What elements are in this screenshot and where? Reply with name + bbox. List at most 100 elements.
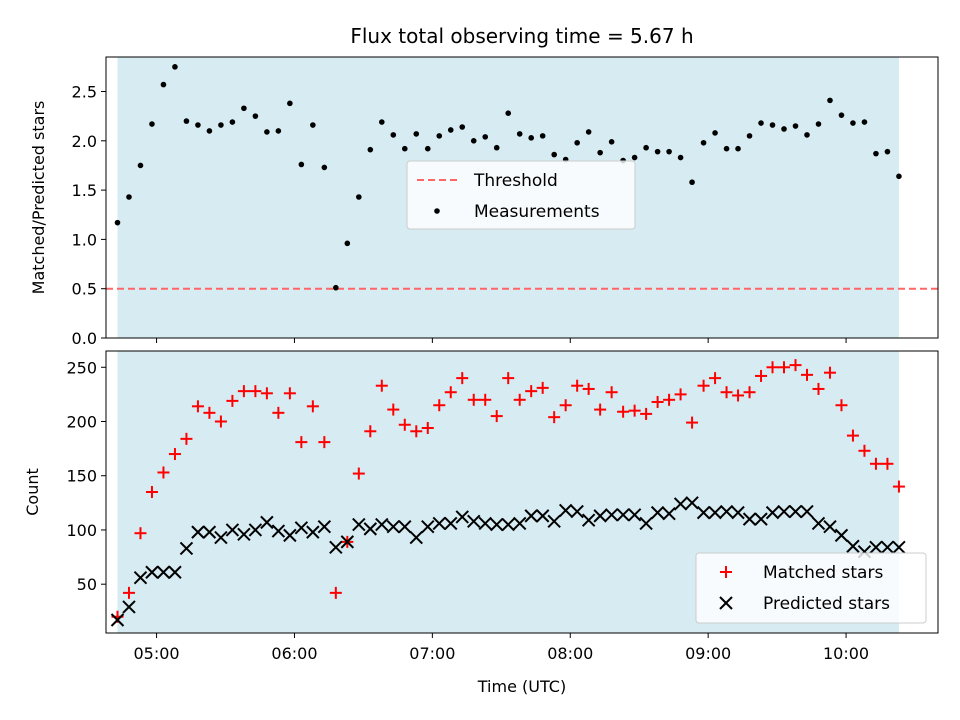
predicted-star-point xyxy=(616,508,630,522)
matched-star-point xyxy=(525,385,538,398)
predicted-star-point xyxy=(375,517,389,532)
predicted-star-point xyxy=(742,512,757,526)
matched-star-point xyxy=(789,359,802,372)
chart-title: Flux total observing time = 5.67 h xyxy=(350,24,693,48)
matched-star-point xyxy=(214,415,227,428)
predicted-star-point xyxy=(696,505,711,520)
predicted-star-point xyxy=(363,522,378,536)
matched-star-point xyxy=(559,399,572,412)
matched-star-point xyxy=(433,399,446,412)
measurement-point xyxy=(723,145,730,152)
measurement-point xyxy=(482,134,489,140)
legend-box xyxy=(406,160,636,230)
matched-star-point xyxy=(697,379,710,392)
measurement-point xyxy=(666,148,672,155)
predicted-star-point xyxy=(604,508,619,522)
measurement-point xyxy=(252,113,259,119)
predicted-star-point xyxy=(467,514,481,528)
y-tick-label: 1.0 xyxy=(72,230,97,249)
predicted-star-point xyxy=(811,516,826,531)
measurement-point xyxy=(413,131,420,137)
measurement-point xyxy=(528,135,534,141)
measurement-point xyxy=(597,149,603,156)
legend-matched-swatch xyxy=(720,566,732,578)
matched-star-point xyxy=(180,432,193,445)
predicted-star-point xyxy=(398,520,412,534)
matched-star-point xyxy=(835,399,848,412)
measurement-point xyxy=(631,154,638,161)
measurement-point xyxy=(310,122,316,128)
x-axis-ticks xyxy=(156,338,847,343)
measurement-point xyxy=(137,162,144,169)
measurement-point xyxy=(241,105,247,112)
measurement-point xyxy=(815,121,822,127)
predicted-star-point xyxy=(478,516,492,531)
y-tick-label: 50 xyxy=(77,575,97,594)
predicted-star-point xyxy=(501,517,515,532)
matched-star-point xyxy=(364,425,377,438)
matched-star-point xyxy=(571,379,584,392)
measurement-point xyxy=(735,145,741,152)
matched-star-point xyxy=(536,381,549,394)
matched-star-point xyxy=(605,386,618,399)
matched-star-point xyxy=(283,387,296,400)
matched-star-point xyxy=(651,395,664,408)
measurement-point xyxy=(390,132,397,138)
matched-star-point xyxy=(249,385,262,398)
y-tick-label: 0.5 xyxy=(72,280,97,299)
predicted-star-point xyxy=(765,505,780,520)
x-tick-label: 05:00 xyxy=(134,644,180,663)
predicted-star-point xyxy=(731,505,745,520)
measurement-point xyxy=(712,130,718,136)
measurement-point xyxy=(493,144,500,151)
y-tick-label: 250 xyxy=(66,358,97,377)
measurement-point xyxy=(861,119,868,125)
x-tick-label: 06:00 xyxy=(271,644,317,663)
predicted-star-point xyxy=(685,496,699,510)
measurement-point xyxy=(287,100,293,107)
measurement-point xyxy=(401,145,408,152)
matched-star-point xyxy=(686,416,699,429)
measurement-point xyxy=(574,139,580,146)
y-axis-ticks: 0.0 0.5 1.0 1.5 2.0 2.5 xyxy=(72,83,106,348)
matched-star-point xyxy=(467,393,480,406)
predicted-star-point xyxy=(283,528,297,543)
predicted-star-point xyxy=(386,520,400,534)
predicted-star-point xyxy=(179,541,194,556)
matched-star-point xyxy=(329,586,342,599)
matched-star-point xyxy=(295,436,308,449)
matched-star-point xyxy=(479,393,492,406)
matched-star-point xyxy=(502,372,515,385)
measurement-point xyxy=(447,127,454,133)
plot-frame xyxy=(105,56,939,339)
predicted-star-point xyxy=(662,506,676,521)
predicted-star-point xyxy=(535,509,550,523)
ratio-panel: Flux total observing time = 5.67 h 0.00.… xyxy=(29,24,939,348)
measurement-point xyxy=(126,194,132,200)
matched-star-point xyxy=(800,368,813,381)
matched-star-point xyxy=(628,404,641,417)
measurement-point xyxy=(769,122,776,128)
measurement-point xyxy=(700,139,707,146)
predicted-star-point xyxy=(754,512,768,526)
predicted-star-point xyxy=(880,540,895,555)
measurement-point xyxy=(470,138,477,144)
matched-star-point xyxy=(203,406,216,419)
measurement-point xyxy=(516,131,523,137)
matched-star-point xyxy=(122,586,135,599)
measurement-point xyxy=(172,64,178,70)
matched-star-point xyxy=(869,457,882,470)
x-axis-label: Time (UTC) xyxy=(477,677,566,696)
measurement-point xyxy=(436,133,443,139)
predicted-star-point xyxy=(294,521,309,535)
x-tick-label: 10:00 xyxy=(823,644,869,663)
y-tick-label: 200 xyxy=(66,413,97,432)
matched-star-point xyxy=(812,382,825,395)
predicted-star-point xyxy=(892,540,906,555)
measurement-point xyxy=(551,151,557,158)
matched-star-point xyxy=(318,436,331,449)
measurement-point xyxy=(275,128,282,134)
matched-star-point xyxy=(157,466,170,479)
predicted-star-point xyxy=(823,520,837,534)
predicted-star-point xyxy=(627,508,642,522)
